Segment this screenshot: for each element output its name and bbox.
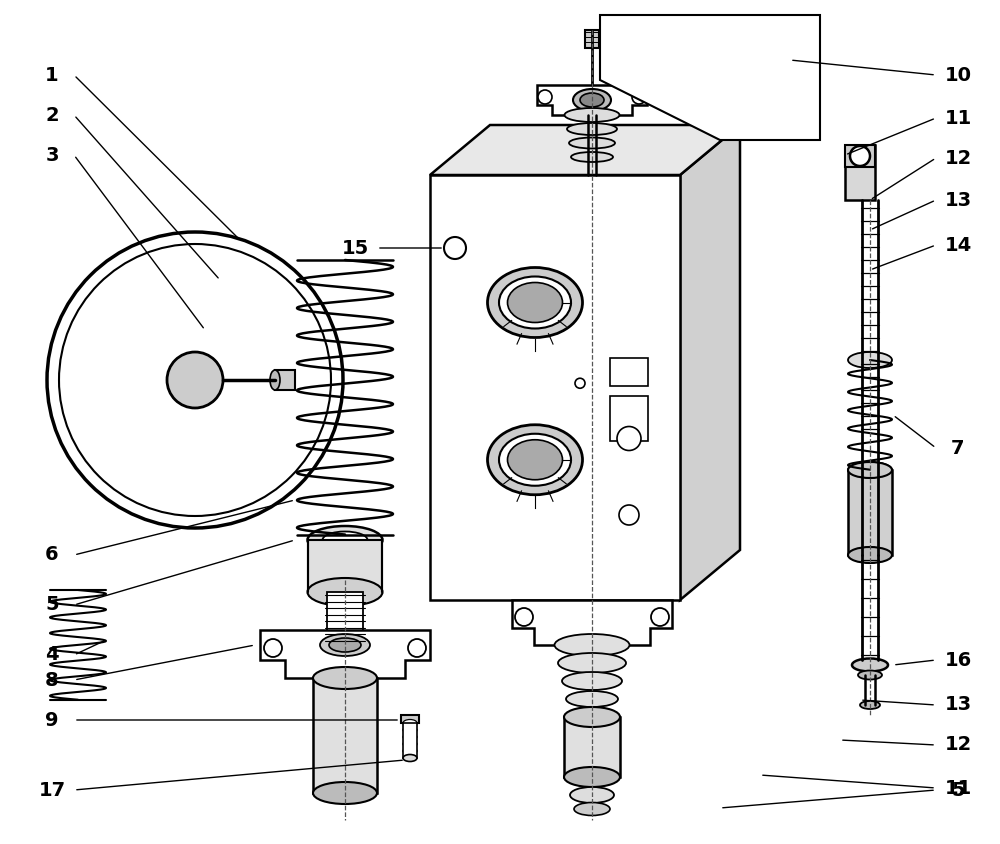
Circle shape (651, 608, 669, 626)
Ellipse shape (308, 526, 383, 554)
Circle shape (408, 639, 426, 657)
Text: 9: 9 (45, 711, 59, 729)
Bar (401, 715, 419, 723)
Ellipse shape (574, 803, 610, 815)
Ellipse shape (403, 740, 417, 748)
Ellipse shape (403, 733, 417, 740)
Ellipse shape (320, 634, 370, 656)
Ellipse shape (564, 108, 620, 122)
Text: 7: 7 (951, 439, 965, 457)
Text: 1: 1 (45, 66, 59, 84)
Bar (564, 717, 620, 777)
Ellipse shape (571, 152, 613, 162)
Bar (308, 540, 382, 592)
Text: 4: 4 (45, 646, 59, 664)
Ellipse shape (567, 123, 617, 135)
Circle shape (632, 90, 646, 104)
Text: 15: 15 (341, 239, 369, 257)
Ellipse shape (403, 748, 417, 755)
Text: 17: 17 (38, 781, 66, 799)
Ellipse shape (558, 653, 626, 673)
Ellipse shape (323, 640, 367, 654)
Text: 11: 11 (944, 778, 972, 798)
Text: 6: 6 (45, 545, 59, 565)
Ellipse shape (508, 440, 562, 479)
Text: 5: 5 (951, 781, 965, 799)
Ellipse shape (852, 658, 888, 672)
Ellipse shape (554, 634, 630, 656)
Polygon shape (430, 125, 740, 175)
Ellipse shape (308, 578, 383, 606)
Text: 3: 3 (45, 145, 59, 165)
Circle shape (59, 244, 331, 516)
Circle shape (515, 608, 533, 626)
Text: 13: 13 (944, 695, 972, 715)
Text: 8: 8 (45, 670, 59, 690)
Text: 13: 13 (944, 191, 972, 209)
Bar (430, 175, 680, 600)
Circle shape (617, 426, 641, 451)
Ellipse shape (508, 283, 562, 322)
Ellipse shape (860, 701, 880, 709)
Bar (403, 723, 417, 758)
Text: 12: 12 (944, 149, 972, 167)
Polygon shape (680, 125, 740, 600)
Text: 16: 16 (944, 651, 972, 669)
Ellipse shape (313, 667, 377, 689)
Bar (845, 145, 875, 200)
Ellipse shape (403, 755, 417, 761)
Ellipse shape (580, 93, 604, 107)
Ellipse shape (562, 672, 622, 690)
Ellipse shape (488, 268, 582, 338)
Ellipse shape (499, 277, 571, 328)
Ellipse shape (858, 670, 882, 679)
Circle shape (444, 237, 466, 259)
Text: 2: 2 (45, 106, 59, 125)
Ellipse shape (569, 138, 615, 149)
Text: 12: 12 (944, 735, 972, 755)
Polygon shape (512, 600, 672, 645)
Bar (327, 592, 363, 647)
Circle shape (47, 232, 343, 528)
Ellipse shape (323, 532, 368, 549)
Ellipse shape (573, 89, 611, 111)
Ellipse shape (499, 434, 571, 486)
Bar (323, 647, 367, 667)
Ellipse shape (313, 782, 377, 804)
Polygon shape (537, 85, 647, 115)
Polygon shape (600, 15, 820, 140)
Text: 11: 11 (944, 109, 972, 127)
Bar (845, 145, 875, 167)
Ellipse shape (848, 462, 892, 478)
Polygon shape (260, 630, 430, 678)
Ellipse shape (564, 707, 620, 727)
Ellipse shape (270, 370, 280, 390)
Text: 10: 10 (944, 66, 972, 84)
Bar (585, 30, 599, 48)
Ellipse shape (570, 787, 614, 803)
Bar (610, 358, 648, 386)
Ellipse shape (403, 719, 417, 727)
Ellipse shape (848, 352, 892, 368)
Ellipse shape (403, 727, 417, 733)
Bar (275, 370, 295, 390)
Ellipse shape (488, 425, 582, 495)
Circle shape (575, 378, 585, 388)
Ellipse shape (566, 691, 618, 707)
Circle shape (619, 505, 639, 525)
Ellipse shape (848, 547, 892, 563)
Text: 14: 14 (944, 235, 972, 255)
Bar (313, 678, 377, 793)
Ellipse shape (564, 767, 620, 787)
Circle shape (264, 639, 282, 657)
Text: 5: 5 (45, 596, 59, 614)
Bar (610, 396, 648, 441)
Ellipse shape (848, 462, 892, 478)
Ellipse shape (329, 638, 361, 652)
Circle shape (538, 90, 552, 104)
Circle shape (167, 352, 223, 408)
Circle shape (850, 146, 870, 166)
Bar (848, 470, 892, 555)
